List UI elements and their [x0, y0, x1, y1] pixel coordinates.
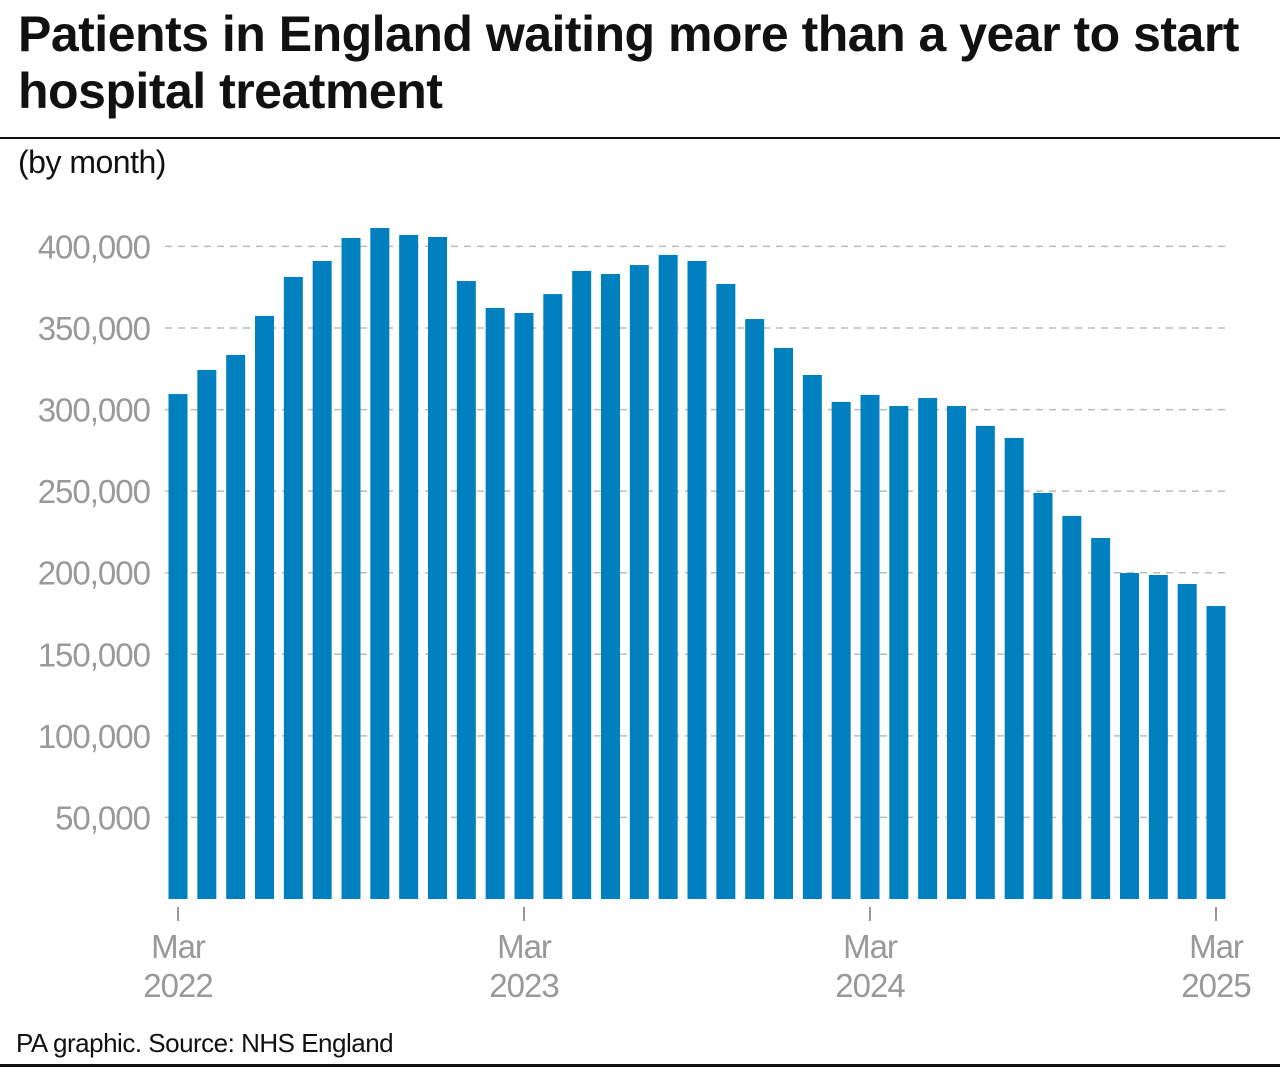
- bar-apr-2023: [543, 294, 563, 899]
- bar-oct-2022: [370, 227, 390, 900]
- bar-mar-2022: [168, 394, 188, 899]
- x-tick-month: Mar: [1189, 928, 1244, 965]
- bar-may-2023: [572, 270, 592, 899]
- y-tick-label: 50,000: [55, 799, 151, 836]
- y-tick-label: 250,000: [38, 473, 151, 510]
- bar-mar-2024: [860, 394, 880, 899]
- bar-dec-2023: [774, 347, 793, 899]
- bar-jan-2025: [1148, 574, 1168, 899]
- bar-mar-2023: [514, 312, 534, 899]
- bar-sep-2022: [341, 237, 361, 900]
- bar-jun-2022: [255, 315, 274, 899]
- bar-jul-2023: [629, 265, 649, 899]
- x-tick-month: Mar: [843, 928, 898, 965]
- bar-jul-2024: [975, 425, 995, 899]
- bar-oct-2024: [1062, 515, 1082, 899]
- bar-dec-2024: [1120, 573, 1139, 899]
- bar-aug-2022: [312, 260, 332, 900]
- bar-dec-2022: [428, 236, 447, 899]
- y-tick-label: 150,000: [38, 636, 151, 673]
- bar-feb-2025: [1177, 583, 1197, 899]
- bar-feb-2024: [831, 401, 851, 899]
- bar-apr-2022: [197, 369, 217, 899]
- y-tick-label: 200,000: [38, 555, 151, 592]
- bar-may-2022: [226, 354, 246, 899]
- bar-nov-2024: [1091, 537, 1111, 899]
- bar-sep-2024: [1033, 492, 1053, 899]
- y-tick-label: 400,000: [38, 228, 151, 265]
- top-divider: [0, 137, 1280, 139]
- bar-jun-2024: [947, 405, 966, 899]
- x-tick-year: 2022: [143, 967, 212, 1004]
- bar-aug-2024: [1004, 437, 1024, 899]
- bar-nov-2023: [745, 319, 765, 900]
- bar-feb-2023: [485, 307, 505, 899]
- source-note: PA graphic. Source: NHS England: [16, 1028, 394, 1058]
- x-tick-year: 2023: [489, 967, 558, 1004]
- bottom-divider: [0, 1064, 1280, 1067]
- bar-nov-2022: [399, 235, 419, 900]
- chart-title: Patients in England waiting more than a …: [18, 6, 1239, 119]
- bar-aug-2023: [658, 254, 678, 900]
- y-tick-label: 300,000: [38, 392, 151, 429]
- bar-oct-2023: [716, 283, 736, 899]
- bar-may-2024: [918, 397, 938, 899]
- bar-jul-2022: [283, 276, 303, 899]
- y-tick-label: 100,000: [38, 718, 151, 755]
- bar-apr-2024: [889, 405, 909, 899]
- bar-mar-2025: [1206, 605, 1226, 899]
- bar-jun-2023: [601, 273, 620, 899]
- x-tick-month: Mar: [497, 928, 552, 965]
- x-tick-month: Mar: [151, 928, 206, 965]
- x-tick-year: 2025: [1181, 967, 1250, 1004]
- y-tick-label: 350,000: [38, 310, 151, 347]
- x-tick-year: 2024: [835, 967, 905, 1004]
- bar-sep-2023: [687, 260, 707, 900]
- bar-jan-2023: [456, 281, 476, 899]
- chart-subtitle: (by month): [18, 144, 166, 180]
- bar-jan-2024: [802, 374, 822, 900]
